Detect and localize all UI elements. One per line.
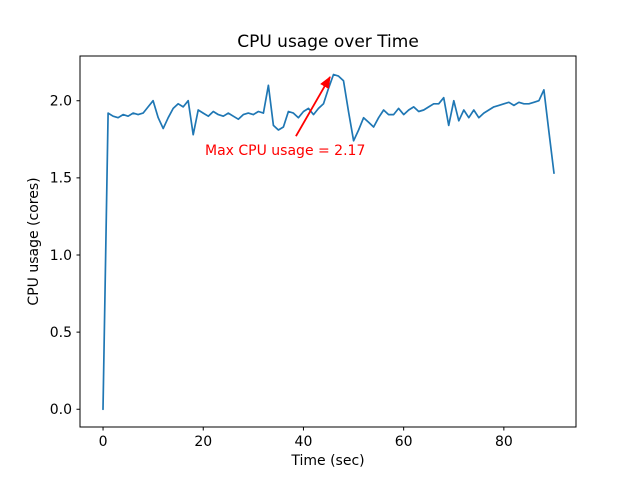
y-tick-label: 1.0: [50, 248, 72, 264]
y-tick-label: 0.5: [50, 325, 72, 341]
max-annotation-arrow: [295, 76, 331, 137]
cpu-usage-line: [102, 73, 555, 411]
y-tick-label: 1.5: [50, 171, 72, 187]
x-axis-label: Time (sec): [290, 453, 364, 469]
x-tick-label: 80: [495, 434, 513, 450]
y-axis-label: CPU usage (cores): [26, 177, 42, 305]
y-axis-ticks: 0.0 0.5 1.0 1.5 2.0: [50, 94, 80, 418]
y-tick-label: 2.0: [50, 94, 72, 110]
x-tick-label: 40: [295, 434, 313, 450]
x-tick-label: 0: [99, 434, 108, 450]
x-axis-ticks: 0 20 40 60 80: [99, 427, 513, 450]
y-tick-label: 0.0: [50, 402, 72, 418]
x-tick-label: 20: [194, 434, 212, 450]
x-tick-label: 60: [395, 434, 413, 450]
axes-spines: [79, 55, 577, 428]
chart-title: CPU usage over Time: [237, 32, 419, 52]
max-annotation-label: Max CPU usage = 2.17: [205, 143, 365, 159]
